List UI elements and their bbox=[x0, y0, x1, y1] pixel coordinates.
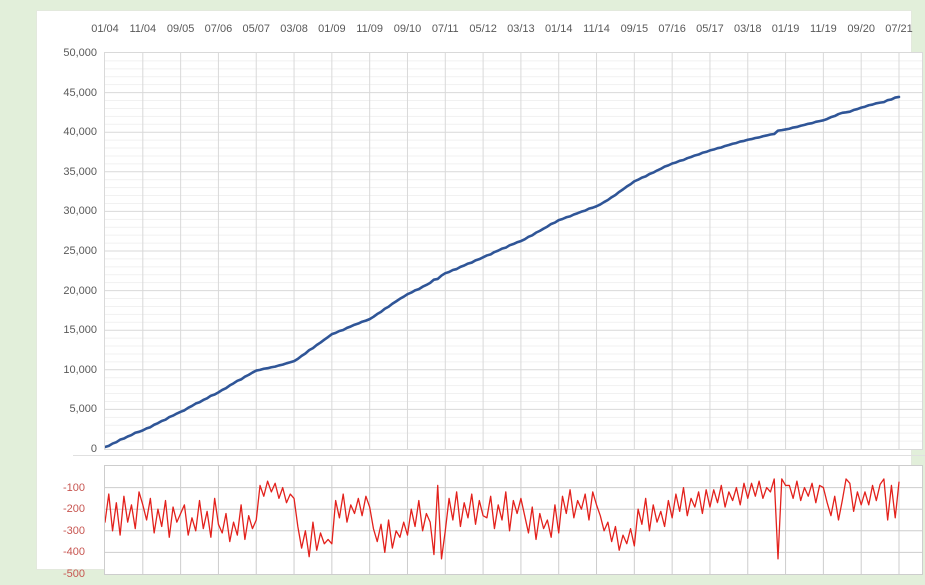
x-tick-label: 09/15 bbox=[620, 23, 649, 35]
cumulative-chart bbox=[105, 53, 922, 449]
x-tick-label: 03/08 bbox=[280, 23, 308, 35]
x-tick-label: 11/19 bbox=[810, 23, 837, 35]
y-tick-label: 35,000 bbox=[63, 165, 97, 178]
x-tick-label: 09/10 bbox=[393, 23, 422, 35]
y-tick-label: 5,000 bbox=[69, 403, 97, 416]
cumulative-chart-plot-area bbox=[104, 52, 923, 450]
monthly-y-tick-label: -100 bbox=[62, 481, 85, 494]
y-tick-label: 40,000 bbox=[63, 126, 97, 139]
x-tick-label: 07/11 bbox=[431, 23, 459, 35]
y-tick-label: 10,000 bbox=[63, 363, 97, 376]
x-tick-label: 05/12 bbox=[469, 23, 497, 35]
x-tick-label: 03/18 bbox=[733, 23, 762, 35]
x-tick-label: 01/04 bbox=[91, 23, 119, 35]
y-tick-label: 0 bbox=[90, 443, 97, 455]
x-tick-label: 01/19 bbox=[771, 23, 800, 35]
monthly-chart-plot-area bbox=[104, 465, 923, 575]
y-tick-label: 15,000 bbox=[63, 324, 97, 337]
x-tick-label: 11/09 bbox=[356, 23, 384, 35]
x-tick-label: 11/14 bbox=[583, 23, 610, 35]
x-tick-label: 09/05 bbox=[166, 23, 195, 35]
x-tick-label: 11/04 bbox=[129, 23, 157, 35]
y-tick-label: 45,000 bbox=[63, 86, 97, 99]
x-tick-label: 03/13 bbox=[507, 23, 535, 35]
monthly-y-tick-label: -400 bbox=[62, 546, 85, 559]
x-tick-label: 07/06 bbox=[204, 23, 233, 35]
charts-divider bbox=[73, 455, 925, 456]
monthly-y-tick-label: -300 bbox=[62, 524, 85, 537]
monthly-chart bbox=[105, 466, 922, 574]
x-tick-label: 09/20 bbox=[847, 23, 875, 35]
monthly-y-tick-label: -200 bbox=[62, 503, 85, 516]
x-tick-label: 05/17 bbox=[696, 23, 724, 35]
cumulative-line bbox=[105, 95, 901, 449]
x-tick-label: 07/16 bbox=[658, 23, 686, 35]
y-tick-label: 25,000 bbox=[63, 245, 97, 257]
x-tick-label: 01/14 bbox=[544, 23, 573, 35]
x-tick-label: 05/07 bbox=[242, 23, 270, 35]
y-tick-label: 20,000 bbox=[63, 284, 97, 297]
monthly-y-tick-label: -500 bbox=[62, 568, 85, 580]
y-tick-label: 50,000 bbox=[63, 47, 97, 59]
chart-panel: 01/04 11/04 09/05 07/06 05/07 03/08 01/09 11/09… bbox=[36, 10, 925, 580]
x-tick-label: 07/21 bbox=[885, 23, 913, 35]
monthly-line bbox=[105, 478, 900, 560]
y-tick-label: 30,000 bbox=[63, 205, 97, 218]
x-tick-label: 01/09 bbox=[318, 23, 346, 35]
